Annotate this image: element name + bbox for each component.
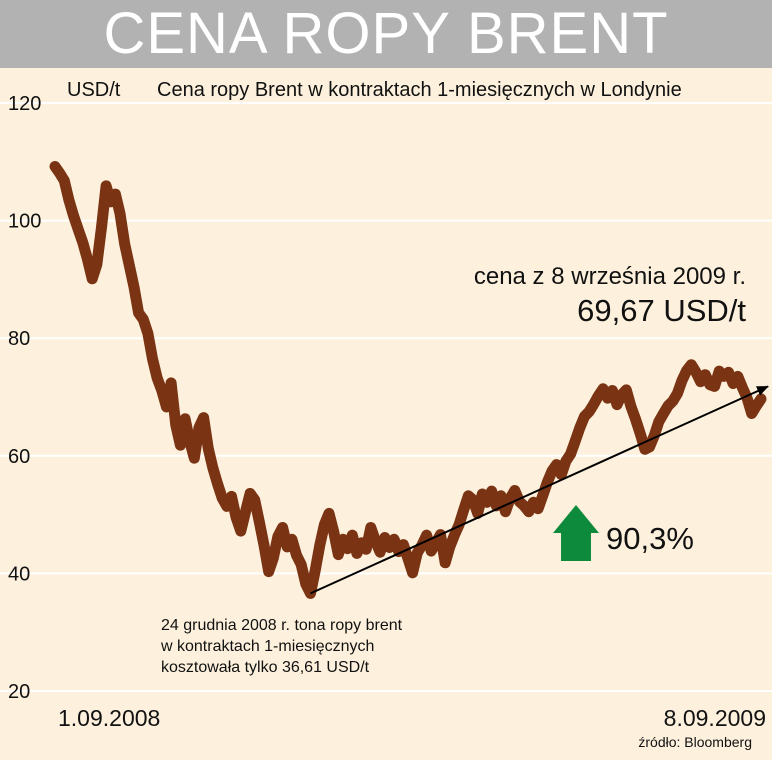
y-tick-label: 120 <box>8 93 41 115</box>
x-axis-end-label: 8.09.2009 <box>664 705 766 731</box>
latest-price-value: 69,67 USD/t <box>577 293 746 328</box>
x-axis-start-label: 1.09.2008 <box>58 705 160 731</box>
y-axis-label: USD/t <box>67 79 121 101</box>
low-note-line-1: 24 grudnia 2008 r. tona ropy brent <box>161 617 403 634</box>
series-line-brent <box>49 161 767 599</box>
y-tick-label: 80 <box>8 328 30 350</box>
grid-lines <box>0 102 772 692</box>
source-note: źródło: Bloomberg <box>638 734 752 750</box>
y-tick-label: 100 <box>8 211 41 233</box>
trend-arrow <box>310 385 769 595</box>
y-tick-label: 60 <box>8 446 30 468</box>
y-tick-label: 40 <box>8 563 30 585</box>
y-axis-ticks: 20 40 60 80 100 120 <box>8 93 41 703</box>
page-title: CENA ROPY BRENT <box>103 1 669 66</box>
change-percent: 90,3% <box>606 521 694 556</box>
low-note-line-2: w kontraktach 1-miesięcznych <box>160 638 374 655</box>
chart-subtitle: Cena ropy Brent w kontraktach 1-miesięcz… <box>157 79 682 101</box>
title-bar: CENA ROPY BRENT <box>0 0 772 68</box>
y-tick-label: 20 <box>8 681 30 703</box>
latest-price-label: cena z 8 września 2009 r. <box>474 263 746 290</box>
up-arrow-icon <box>553 505 599 561</box>
low-note-line-3: kosztowała tylko 36,61 USD/t <box>161 659 370 676</box>
